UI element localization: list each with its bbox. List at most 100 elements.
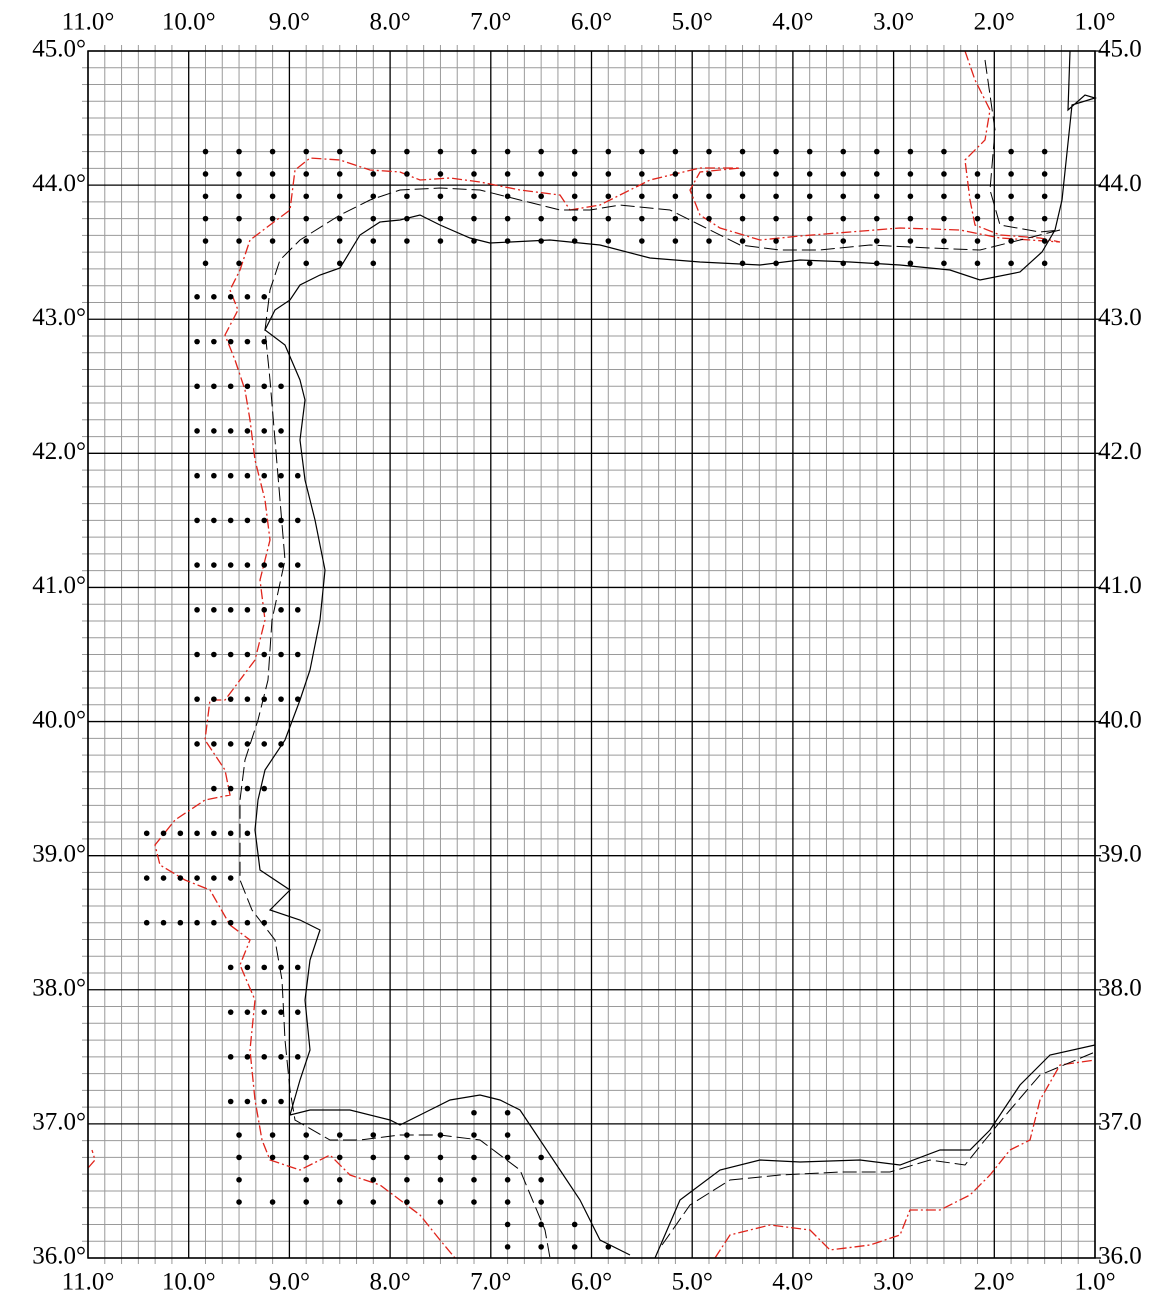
station — [227, 428, 234, 434]
station — [244, 785, 251, 792]
station — [873, 215, 880, 222]
station — [1008, 193, 1014, 200]
x-tick-label-bottom: 1.0° — [1074, 1269, 1115, 1296]
station — [160, 919, 167, 926]
station — [143, 830, 150, 837]
station — [244, 607, 251, 613]
station — [504, 1177, 511, 1183]
station — [227, 741, 234, 747]
station — [739, 215, 746, 222]
labels: 11.0° 11.0° 10.0° 10.0° 9.0° 9.0° 8.0° 8.0° 7.0°… — [32, 9, 1142, 1296]
station — [202, 215, 209, 222]
x-tick-label-top: 1.0° — [1074, 9, 1115, 36]
station — [269, 238, 276, 244]
station — [244, 1054, 251, 1060]
station — [211, 919, 217, 926]
station — [706, 171, 712, 177]
station — [571, 171, 578, 177]
station — [261, 1009, 268, 1015]
station — [941, 238, 947, 244]
y2-tick-label: 44.0 — [1098, 170, 1142, 197]
x-tick-label-top: 3.0° — [873, 9, 914, 36]
station — [504, 193, 511, 200]
station — [244, 1009, 251, 1015]
station — [739, 171, 746, 177]
station — [907, 215, 914, 222]
station — [672, 238, 679, 244]
station — [211, 830, 217, 837]
station — [236, 1154, 242, 1161]
station — [177, 919, 184, 926]
station — [538, 1154, 544, 1161]
station — [194, 517, 200, 524]
station — [294, 696, 301, 702]
station — [194, 651, 200, 658]
station — [236, 238, 242, 244]
x-tick-label-top: 9.0° — [269, 9, 310, 36]
station — [211, 338, 217, 345]
station — [202, 148, 209, 155]
station — [278, 562, 284, 568]
station — [269, 1199, 276, 1205]
x-tick-label-top: 11.0° — [62, 9, 115, 36]
station — [571, 238, 578, 244]
station — [227, 472, 234, 479]
station — [269, 148, 276, 155]
station — [974, 171, 981, 177]
station — [706, 238, 712, 244]
station — [941, 260, 947, 267]
station — [303, 148, 310, 155]
station — [773, 238, 779, 244]
x-tick-label-bottom: 9.0° — [269, 1269, 310, 1296]
station — [907, 148, 914, 155]
station — [227, 964, 234, 971]
station — [227, 875, 234, 881]
station — [336, 193, 343, 200]
station — [840, 238, 847, 244]
station — [336, 1154, 343, 1161]
station — [336, 1177, 343, 1183]
station — [278, 1054, 284, 1060]
station — [605, 1244, 612, 1250]
station — [194, 294, 200, 300]
station — [227, 919, 234, 926]
station — [404, 1132, 410, 1138]
y2-tick-label: 38.0 — [1098, 975, 1142, 1002]
station — [538, 193, 544, 200]
station — [227, 1009, 234, 1015]
station — [639, 148, 645, 155]
station — [840, 215, 847, 222]
station — [806, 193, 813, 200]
station — [538, 215, 544, 222]
station — [571, 148, 578, 155]
station — [244, 294, 251, 300]
station — [437, 215, 444, 222]
station — [278, 1009, 284, 1015]
station — [404, 215, 410, 222]
station — [672, 193, 679, 200]
station — [974, 260, 981, 267]
station — [244, 517, 251, 524]
station — [294, 517, 301, 524]
station — [211, 741, 217, 747]
x-tick-label-top: 8.0° — [369, 9, 410, 36]
station — [370, 215, 377, 222]
station — [806, 148, 813, 155]
station — [840, 171, 847, 177]
station — [143, 875, 150, 881]
x-tick-label-bottom: 8.0° — [369, 1269, 410, 1296]
y2-tick-label: 42.0 — [1098, 438, 1142, 465]
station — [605, 193, 612, 200]
station — [261, 338, 268, 345]
station — [244, 338, 251, 345]
station — [873, 171, 880, 177]
station — [504, 1244, 511, 1250]
station — [370, 1154, 377, 1161]
station — [672, 215, 679, 222]
station — [261, 562, 268, 568]
station — [211, 875, 217, 881]
station — [278, 383, 284, 390]
station — [278, 472, 284, 479]
station — [261, 919, 268, 926]
station — [504, 238, 511, 244]
